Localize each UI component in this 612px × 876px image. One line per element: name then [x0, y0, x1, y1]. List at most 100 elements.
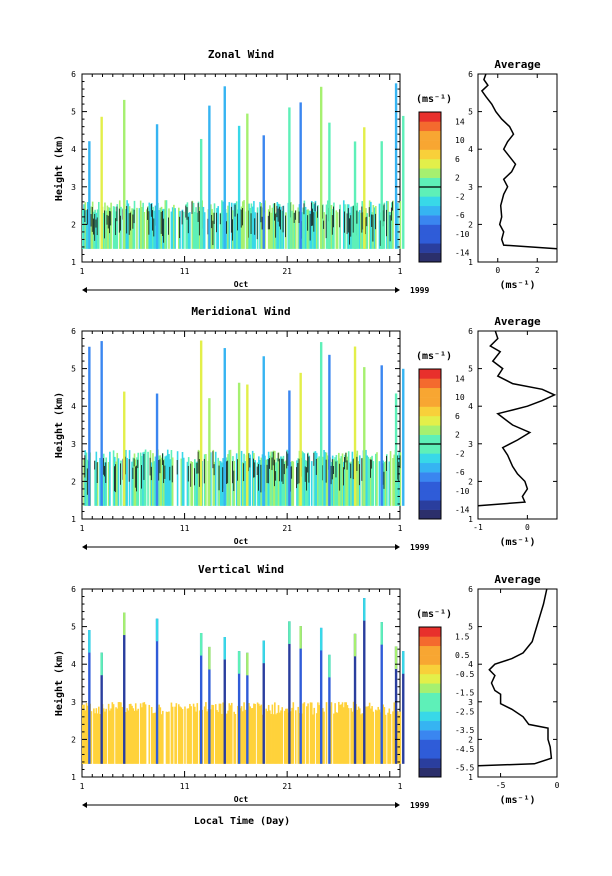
data-streak	[174, 208, 176, 249]
contour-mark	[272, 451, 274, 466]
data-streak	[371, 706, 373, 764]
colorbar-band	[419, 187, 441, 197]
data-streak	[147, 451, 149, 506]
month-arrow-right	[395, 544, 400, 550]
year-label: 1999	[410, 286, 429, 295]
contour-mark	[171, 465, 173, 483]
data-streak	[216, 710, 218, 764]
contour-mark	[125, 456, 126, 475]
contour-mark	[314, 202, 316, 212]
data-streak	[154, 456, 157, 506]
data-streak	[357, 461, 360, 506]
contour-mark	[398, 461, 400, 482]
y-tick-label: 2	[71, 477, 76, 486]
data-streak	[389, 451, 392, 506]
contour-mark	[95, 219, 97, 228]
data-streak	[281, 707, 284, 764]
colorbar-tick-label: 2	[455, 431, 460, 440]
data-column	[299, 372, 302, 506]
panel-title: Zonal Wind	[208, 48, 274, 61]
month-arrow-left	[82, 287, 87, 293]
month-arrow-left	[82, 544, 87, 550]
data-streak	[147, 206, 149, 249]
month-label: Oct	[234, 280, 249, 289]
data-streak	[95, 451, 98, 506]
contour-mark	[317, 206, 318, 218]
avg-y-tick-label: 4	[468, 145, 473, 154]
data-streak	[334, 457, 336, 506]
contour-mark	[128, 459, 130, 482]
contour-mark	[186, 207, 188, 220]
contour-mark	[331, 459, 333, 480]
data-streak	[85, 452, 88, 506]
avg-y-tick-label: 1	[468, 515, 473, 524]
data-column	[402, 368, 405, 506]
colorbar-tick-label: 14	[455, 117, 465, 126]
data-streak	[165, 711, 168, 764]
contour-mark	[366, 216, 368, 227]
data-streak	[253, 703, 255, 764]
data-streak	[351, 711, 354, 764]
data-streak	[309, 210, 312, 249]
data-streak	[104, 711, 106, 764]
data-streak	[392, 711, 394, 764]
data-streak	[210, 452, 212, 506]
y-tick-label: 5	[71, 365, 76, 374]
contour-mark	[211, 214, 213, 229]
data-streak	[370, 708, 372, 764]
data-streak	[272, 714, 275, 764]
data-streak	[130, 703, 132, 764]
contour-mark	[94, 213, 96, 241]
data-column	[208, 646, 211, 764]
data-streak	[371, 455, 373, 506]
data-streak	[187, 708, 190, 764]
contour-mark	[386, 209, 387, 237]
data-streak	[397, 711, 399, 764]
data-column-top	[88, 630, 91, 653]
colorbar-band	[419, 168, 441, 178]
contour-mark	[392, 201, 394, 211]
contour-mark	[187, 216, 189, 234]
data-column	[246, 113, 249, 249]
contour-mark	[313, 212, 315, 232]
data-streak	[368, 702, 371, 764]
data-streak	[366, 213, 368, 249]
avg-x-label: (ms⁻¹)	[499, 280, 535, 291]
data-streak	[361, 713, 364, 764]
contour-mark	[383, 471, 385, 489]
colorbar-tick-label: 10	[455, 136, 465, 145]
data-streak	[270, 713, 272, 764]
contour-mark	[93, 218, 94, 235]
data-column	[262, 135, 265, 249]
contour-mark	[254, 462, 256, 478]
average-title: Average	[494, 573, 541, 586]
data-streak	[371, 212, 373, 249]
data-streak	[94, 713, 96, 764]
data-streak	[294, 210, 297, 249]
data-streak	[386, 454, 388, 506]
data-streak	[291, 460, 293, 506]
data-streak	[134, 703, 137, 764]
contour-mark	[350, 463, 352, 479]
data-streak	[218, 703, 221, 764]
data-streak	[96, 713, 99, 764]
contour-mark	[110, 211, 112, 226]
data-streak	[283, 710, 286, 764]
data-streak	[266, 711, 269, 764]
data-streak	[325, 702, 328, 764]
contour-mark	[379, 220, 381, 246]
avg-x-tick-label: -5	[496, 781, 506, 790]
contour-mark	[286, 451, 288, 469]
average-frame	[477, 73, 558, 263]
data-streak	[360, 714, 362, 764]
contour-mark	[240, 209, 242, 228]
data-streak	[304, 206, 307, 249]
data-streak	[274, 450, 276, 506]
data-streak	[158, 455, 160, 506]
contour-mark	[234, 204, 236, 217]
data-streak	[302, 452, 304, 506]
data-streak	[116, 452, 119, 506]
contour-mark	[342, 467, 344, 486]
